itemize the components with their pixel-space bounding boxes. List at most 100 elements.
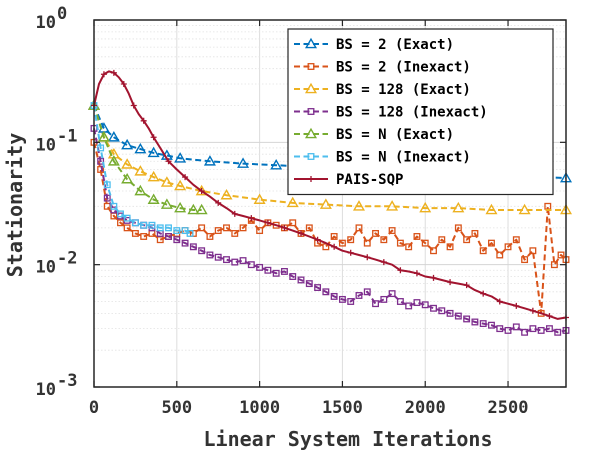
series-line — [93, 142, 567, 315]
series-point — [446, 243, 454, 251]
series-point — [117, 210, 124, 218]
series-point — [214, 253, 222, 261]
series-point — [239, 257, 247, 265]
series-point — [247, 261, 255, 269]
series-point — [223, 256, 230, 264]
series-point — [396, 298, 404, 305]
y-axis-label: Stationarity — [3, 133, 27, 278]
series-point — [413, 233, 421, 240]
series-point — [256, 263, 264, 271]
series-point — [504, 243, 512, 251]
series-point — [231, 210, 238, 217]
series-point — [529, 307, 536, 314]
series-point — [471, 318, 479, 326]
series-point — [405, 243, 413, 251]
series-point — [463, 236, 471, 244]
series-point — [121, 158, 134, 169]
series-point — [372, 229, 379, 237]
y-tick-exponent: 0 — [57, 4, 67, 24]
series-point — [214, 227, 222, 235]
series-point — [347, 249, 354, 256]
y-tick-exponent: -1 — [57, 126, 77, 146]
legend-label: BS = N (Exact) — [336, 127, 454, 143]
legend-label: BS = N (Inexact) — [336, 150, 471, 166]
series-point — [160, 198, 173, 209]
series-point — [130, 102, 137, 109]
series-point — [156, 224, 164, 232]
series-point — [504, 326, 512, 334]
series-point — [121, 138, 134, 150]
series-point — [529, 325, 537, 333]
series-point — [314, 236, 321, 243]
series-point — [347, 298, 355, 305]
series-point — [331, 243, 338, 250]
series-point — [380, 259, 387, 266]
series-point — [147, 193, 160, 204]
series-point — [430, 304, 437, 312]
series-point — [134, 184, 147, 196]
series-point — [198, 188, 205, 195]
series-point — [518, 203, 531, 215]
series-point — [206, 251, 214, 259]
series-point — [110, 69, 117, 76]
series-line — [93, 105, 191, 235]
series-point — [165, 224, 172, 232]
series-point — [173, 236, 181, 244]
series-line — [93, 105, 202, 211]
series-point — [272, 269, 280, 277]
series-point — [545, 325, 553, 333]
series-point — [195, 203, 208, 215]
legend-label: PAIS-SQP — [336, 172, 403, 188]
x-tick-label: 2500 — [488, 398, 529, 418]
series-point — [529, 247, 537, 255]
y-tick-exponent: -2 — [57, 249, 77, 269]
series-point — [181, 239, 189, 247]
series-point — [307, 153, 315, 160]
series-point — [189, 243, 197, 251]
series-bs-128-inexact — [90, 124, 570, 336]
series-point — [396, 239, 404, 247]
series-point — [550, 261, 558, 269]
series-point — [307, 108, 315, 115]
series-point — [397, 267, 404, 274]
series-point — [103, 202, 111, 210]
series-point — [463, 282, 470, 289]
series-point — [347, 236, 355, 244]
series-point — [107, 131, 120, 142]
series-point — [386, 200, 399, 211]
series-point — [488, 239, 495, 247]
series-point — [405, 302, 413, 310]
series-point — [363, 239, 371, 247]
series-point — [380, 295, 388, 303]
y-tick-label: 10 — [36, 380, 56, 400]
series-point — [463, 315, 471, 323]
series-point — [557, 251, 565, 259]
series-point — [281, 224, 288, 231]
series-point — [123, 214, 131, 222]
series-point — [496, 325, 504, 333]
legend: BS = 2 (Exact) BS = 2 (Inexact) BS = 128 (… — [287, 28, 554, 196]
series-point — [355, 224, 363, 232]
series-point — [117, 219, 124, 227]
series-point — [121, 172, 134, 184]
series-point — [298, 230, 305, 237]
series-point — [388, 290, 396, 298]
legend-label: BS = 2 (Inexact) — [336, 60, 471, 76]
series-point — [446, 309, 454, 317]
x-tick-label: 1000 — [239, 398, 280, 418]
series-point — [314, 284, 322, 292]
series-point — [438, 236, 446, 244]
y-tick-label: 10 — [36, 13, 56, 33]
series-point — [147, 170, 160, 182]
series-point — [253, 193, 266, 204]
series-point — [174, 201, 187, 213]
legend-label: BS = 128 (Exact) — [336, 82, 471, 98]
series-point — [421, 301, 429, 309]
series-point — [496, 298, 503, 305]
series-point — [304, 37, 318, 49]
series-point — [330, 292, 338, 300]
series-point — [286, 196, 299, 208]
series-point — [485, 203, 498, 215]
series-point — [103, 181, 111, 189]
